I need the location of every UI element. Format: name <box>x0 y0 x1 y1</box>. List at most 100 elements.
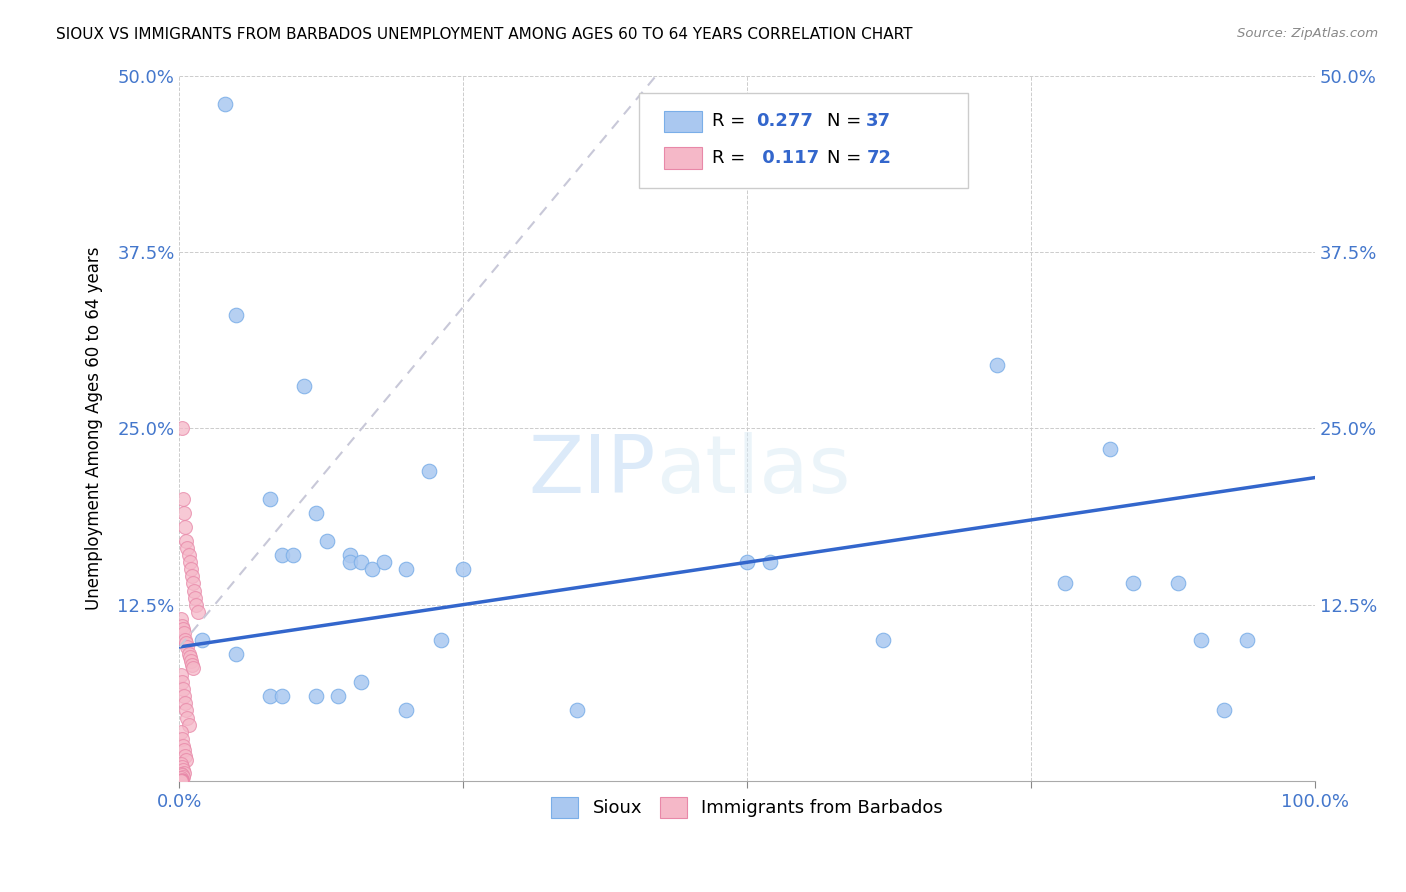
Point <box>214 96 236 111</box>
Point <box>184 591 207 605</box>
Text: R =: R = <box>711 112 751 130</box>
Point <box>174 703 197 717</box>
Point <box>169 774 191 789</box>
Point <box>169 757 191 772</box>
Point <box>565 703 588 717</box>
Text: atlas: atlas <box>657 432 851 509</box>
Point <box>169 774 191 789</box>
Text: 0.117: 0.117 <box>756 149 820 167</box>
Point <box>1053 576 1076 591</box>
Point <box>180 562 202 576</box>
Text: N =: N = <box>827 112 866 130</box>
Point <box>169 767 191 781</box>
Point <box>181 576 204 591</box>
Point <box>169 774 191 789</box>
Point <box>170 760 193 774</box>
Point <box>173 765 195 780</box>
Text: SIOUX VS IMMIGRANTS FROM BARBADOS UNEMPLOYMENT AMONG AGES 60 TO 64 YEARS CORRELA: SIOUX VS IMMIGRANTS FROM BARBADOS UNEMPL… <box>56 27 912 42</box>
Point <box>169 774 191 789</box>
Point <box>281 548 304 562</box>
Point <box>169 774 191 789</box>
Point <box>350 675 373 690</box>
Point <box>305 506 328 520</box>
Point <box>169 774 191 789</box>
Point <box>170 675 193 690</box>
Point <box>174 748 197 763</box>
Point <box>395 703 418 717</box>
Point <box>174 534 197 549</box>
Point <box>181 661 204 675</box>
Point <box>177 647 200 661</box>
Point <box>735 555 758 569</box>
Point <box>191 632 214 647</box>
Point <box>169 668 191 682</box>
Point <box>174 520 197 534</box>
Point <box>259 491 281 506</box>
Text: ZIP: ZIP <box>529 432 657 509</box>
Point <box>173 506 195 520</box>
Point <box>451 562 474 576</box>
Point <box>872 632 894 647</box>
Point <box>169 771 191 785</box>
Point <box>186 598 208 612</box>
Text: 37: 37 <box>866 112 891 130</box>
Point <box>174 753 197 767</box>
Point <box>169 774 191 789</box>
Point <box>339 555 361 569</box>
Legend: Sioux, Immigrants from Barbados: Sioux, Immigrants from Barbados <box>544 789 950 825</box>
Point <box>758 555 780 569</box>
Point <box>169 774 191 789</box>
Point <box>169 724 191 739</box>
Text: N =: N = <box>827 149 866 167</box>
Point <box>429 632 451 647</box>
FancyBboxPatch shape <box>640 93 969 188</box>
Point <box>177 548 200 562</box>
Point <box>986 358 1008 372</box>
Point <box>292 379 315 393</box>
Point <box>170 768 193 782</box>
Point <box>170 619 193 633</box>
Point <box>174 632 197 647</box>
Text: 0.277: 0.277 <box>756 112 813 130</box>
Point <box>170 421 193 435</box>
Point <box>225 647 247 661</box>
Point <box>169 774 191 789</box>
Point <box>180 658 202 673</box>
Point <box>173 625 195 640</box>
Point <box>170 774 193 789</box>
Point <box>176 541 198 556</box>
Point <box>339 548 361 562</box>
Point <box>169 774 191 789</box>
Point <box>1122 576 1144 591</box>
Point <box>183 583 205 598</box>
Point <box>1099 442 1122 457</box>
Point <box>1189 632 1212 647</box>
Point <box>169 774 191 789</box>
Point <box>179 555 201 569</box>
Point <box>180 569 202 583</box>
Point <box>1167 576 1189 591</box>
Point <box>328 690 350 704</box>
Point <box>316 534 339 549</box>
Point <box>169 774 191 789</box>
Point <box>176 710 198 724</box>
Point <box>173 690 195 704</box>
Point <box>174 636 197 650</box>
FancyBboxPatch shape <box>664 147 702 169</box>
Point <box>169 774 191 789</box>
Point <box>305 690 328 704</box>
Point <box>1212 703 1234 717</box>
Point <box>169 612 191 626</box>
Point <box>172 622 194 636</box>
Point <box>169 774 191 789</box>
Point <box>350 555 373 569</box>
Point <box>172 682 194 697</box>
Text: R =: R = <box>711 149 751 167</box>
Point <box>187 605 209 619</box>
Point <box>169 774 191 789</box>
Point <box>259 690 281 704</box>
Point <box>1236 632 1258 647</box>
FancyBboxPatch shape <box>664 111 702 132</box>
Point <box>176 640 198 654</box>
Point <box>169 774 191 789</box>
